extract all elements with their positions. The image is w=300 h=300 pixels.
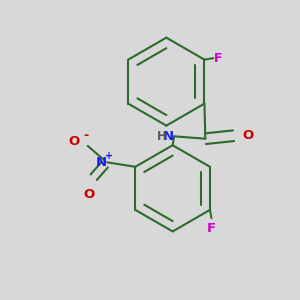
Text: F: F — [214, 52, 223, 65]
Text: O: O — [68, 135, 80, 148]
Text: O: O — [242, 129, 253, 142]
Text: F: F — [207, 222, 216, 235]
Text: H: H — [157, 130, 167, 142]
Text: N: N — [162, 130, 173, 142]
Text: -: - — [84, 129, 89, 142]
Text: +: + — [105, 152, 113, 161]
Text: O: O — [84, 188, 95, 201]
Text: N: N — [96, 156, 107, 169]
